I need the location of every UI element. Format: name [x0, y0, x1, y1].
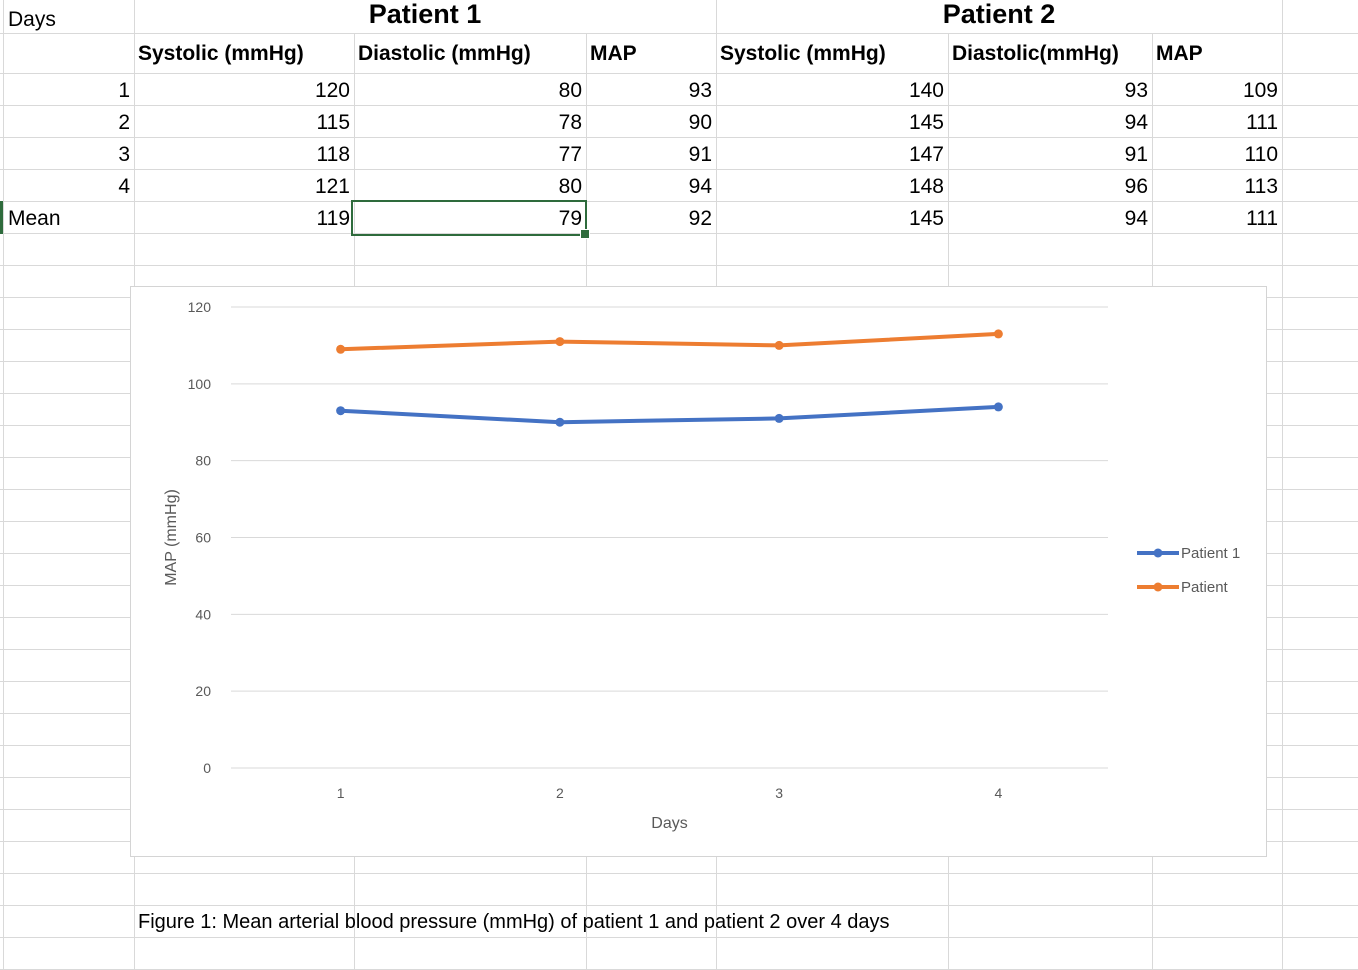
y-tick-label: 40 [195, 606, 211, 622]
table-cell[interactable]: 80 [558, 175, 582, 198]
table-cell[interactable]: 92 [688, 207, 712, 230]
table-cell[interactable]: 94 [688, 175, 712, 198]
legend-label[interactable]: Patient [1181, 579, 1229, 596]
table-cell[interactable]: 120 [314, 79, 350, 102]
chart-canvas: 0 20 40 60 80 100 120 1 2 3 4 Days MAP (mmHg) Patient… [163, 299, 1240, 832]
row-day-label[interactable]: 3 [118, 143, 130, 166]
data-point[interactable] [993, 329, 1003, 339]
x-tick-label: 4 [994, 785, 1002, 801]
table-cell[interactable]: 110 [1244, 143, 1278, 166]
table-cell[interactable]: 78 [558, 111, 582, 134]
patient1-header[interactable]: Patient 1 [368, 0, 482, 29]
table-cell[interactable]: 111 [1246, 207, 1278, 230]
row-mean-label[interactable]: Mean [8, 207, 61, 230]
col-header-p1-diastolic[interactable]: Diastolic (mmHg) [358, 42, 531, 65]
table-cell[interactable]: 145 [908, 111, 944, 134]
series-line-2[interactable] [338, 331, 1001, 352]
table-cell[interactable]: 111 [1246, 111, 1278, 134]
patient2-header[interactable]: Patient 2 [942, 0, 1056, 29]
table-cell[interactable]: 93 [1124, 79, 1148, 102]
table-cell[interactable]: 148 [908, 175, 944, 198]
table-cell[interactable]: 113 [1244, 175, 1278, 198]
col-header-p2-diastolic[interactable]: Diastolic(mmHg) [952, 42, 1119, 65]
table-cell[interactable]: 118 [316, 143, 350, 166]
row-day-label[interactable]: 4 [118, 175, 130, 198]
line-chart[interactable]: 0 20 40 60 80 100 120 1 2 3 4 Days MAP (mmHg) Patient… [130, 286, 1267, 857]
x-tick-label: 2 [556, 785, 564, 801]
data-point[interactable] [336, 344, 346, 354]
table-cell[interactable]: 93 [688, 79, 712, 102]
y-tick-label: 60 [195, 530, 211, 546]
data-point[interactable] [993, 402, 1003, 412]
table-cell[interactable]: 94 [1124, 207, 1148, 230]
data-point[interactable] [336, 406, 346, 416]
table-cell[interactable]: 91 [1124, 143, 1148, 166]
y-tick-label: 20 [195, 683, 211, 699]
x-tick-label: 3 [775, 785, 783, 801]
table-cell-selected[interactable]: 79 [558, 207, 582, 230]
table-cell[interactable]: 145 [908, 207, 944, 230]
table-cell[interactable]: 80 [558, 79, 582, 102]
cell-days-header[interactable]: Days [8, 8, 56, 31]
y-tick-label: 80 [195, 453, 211, 469]
active-row-indicator [0, 201, 3, 234]
table-cell[interactable]: 96 [1124, 175, 1148, 198]
table-cell[interactable]: 115 [316, 111, 350, 134]
data-point[interactable] [555, 417, 565, 427]
col-header-p1-map[interactable]: MAP [590, 42, 637, 65]
data-point[interactable] [774, 340, 784, 350]
y-tick-label: 120 [188, 299, 212, 315]
legend-marker [1153, 548, 1163, 558]
table-cell[interactable]: 91 [688, 143, 712, 166]
figure-caption[interactable]: Figure 1: Mean arterial blood pressure (… [138, 911, 890, 933]
data-point[interactable] [774, 413, 784, 423]
col-header-p2-map[interactable]: MAP [1156, 42, 1203, 65]
data-point[interactable] [555, 337, 565, 347]
y-tick-label: 100 [188, 376, 212, 392]
x-axis-title: Days [651, 815, 687, 832]
table-cell[interactable]: 121 [314, 175, 350, 198]
x-tick-label: 1 [337, 785, 345, 801]
y-tick-label: 0 [203, 760, 211, 776]
fill-handle[interactable] [580, 229, 590, 239]
table-cell[interactable]: 140 [908, 79, 944, 102]
table-cell[interactable]: 77 [558, 143, 582, 166]
col-header-p1-systolic[interactable]: Systolic (mmHg) [138, 42, 304, 65]
y-axis-title: MAP (mmHg) [163, 489, 180, 586]
row-day-label[interactable]: 2 [118, 111, 130, 134]
table-cell[interactable]: 94 [1124, 111, 1148, 134]
table-cell[interactable]: 109 [1242, 79, 1278, 102]
legend-label[interactable]: Patient 1 [1181, 545, 1240, 562]
table-cell[interactable]: 90 [688, 111, 712, 134]
table-cell[interactable]: 119 [316, 207, 350, 230]
series-line-1[interactable] [338, 404, 1001, 425]
col-header-p2-systolic[interactable]: Systolic (mmHg) [720, 42, 886, 65]
row-day-label[interactable]: 1 [118, 79, 130, 102]
legend-marker [1153, 582, 1163, 592]
table-cell[interactable]: 147 [908, 143, 944, 166]
